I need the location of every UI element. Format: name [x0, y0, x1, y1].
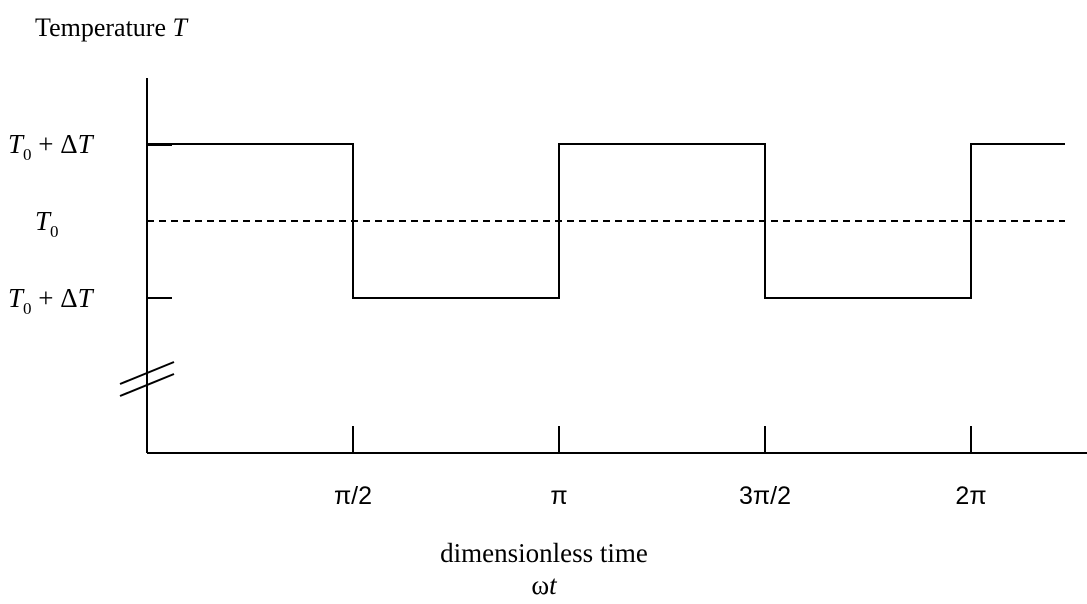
- x-axis-title-symbol: ωt: [531, 570, 558, 600]
- y-axis-break: [119, 361, 175, 397]
- x-axis-title-t: t: [549, 570, 558, 600]
- y-axis-title-var: T: [173, 13, 189, 42]
- y-tick-label-0: T0 + ΔT: [8, 129, 95, 164]
- x-axis-title-omega: ω: [531, 570, 549, 600]
- x-axis-title: dimensionless time: [440, 538, 648, 568]
- y-tick-label-1: T0: [35, 206, 59, 241]
- x-tick-label-0: π/2: [334, 482, 372, 510]
- x-tick-label-1: π: [550, 482, 567, 510]
- x-tick-label-3: 2π: [955, 482, 986, 510]
- y-axis-title: Temperature T: [35, 13, 189, 42]
- x-tick-label-2: 3π/2: [739, 482, 791, 510]
- y-axis-title-text: Temperature: [35, 13, 173, 42]
- y-tick-label-2: T0 + ΔT: [8, 283, 95, 318]
